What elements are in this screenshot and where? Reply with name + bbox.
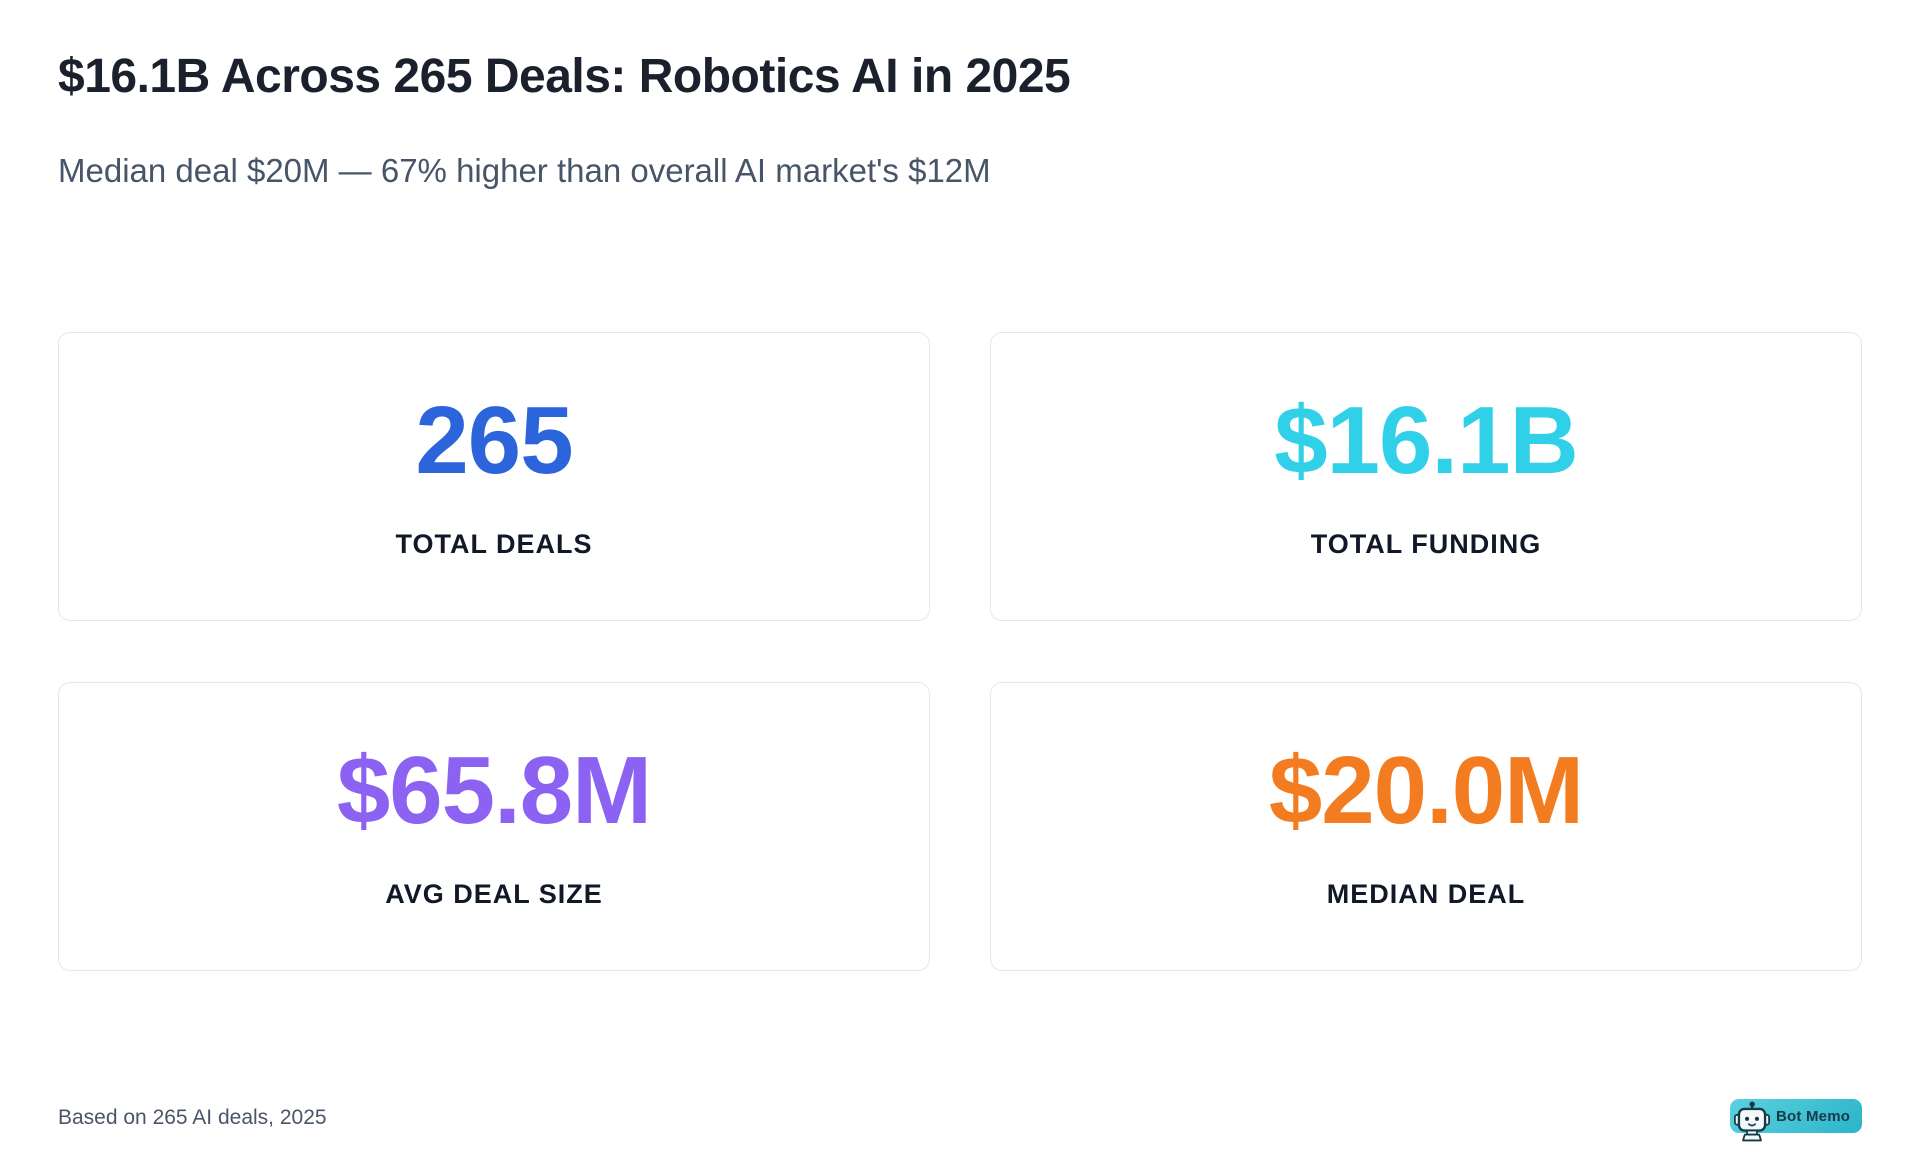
stat-label-avg-deal-size: AVG DEAL SIZE (385, 878, 603, 909)
stat-label-total-deals: TOTAL DEALS (395, 528, 593, 559)
footnote: Based on 265 AI deals, 2025 (58, 1106, 327, 1129)
stat-card-avg-deal-size: $65.8M AVG DEAL SIZE (58, 681, 930, 971)
stat-value-total-deals: 265 (415, 386, 573, 494)
stat-label-median-deal: MEDIAN DEAL (1326, 878, 1526, 909)
stats-grid: 265 TOTAL DEALS $16.1B TOTAL FUNDING $65… (58, 331, 1862, 971)
stat-card-total-funding: $16.1B TOTAL FUNDING (990, 331, 1862, 621)
stat-label-total-funding: TOTAL FUNDING (1310, 528, 1542, 559)
stat-value-total-funding: $16.1B (1274, 386, 1579, 494)
stat-value-avg-deal-size: $65.8M (336, 736, 652, 844)
stat-value-median-deal: $20.0M (1268, 736, 1584, 844)
stat-card-median-deal: $20.0M MEDIAN DEAL (990, 681, 1862, 971)
page-subtitle: Median deal $20M — 67% higher than overa… (58, 152, 991, 189)
robot-icon (1734, 1101, 1770, 1142)
page-title: $16.1B Across 265 Deals: Robotics AI in … (58, 50, 1071, 103)
bot-memo-label: Bot Memo (1776, 1107, 1851, 1125)
bot-memo-badge: Bot Memo (1730, 1099, 1862, 1142)
stat-card-total-deals: 265 TOTAL DEALS (58, 331, 930, 621)
